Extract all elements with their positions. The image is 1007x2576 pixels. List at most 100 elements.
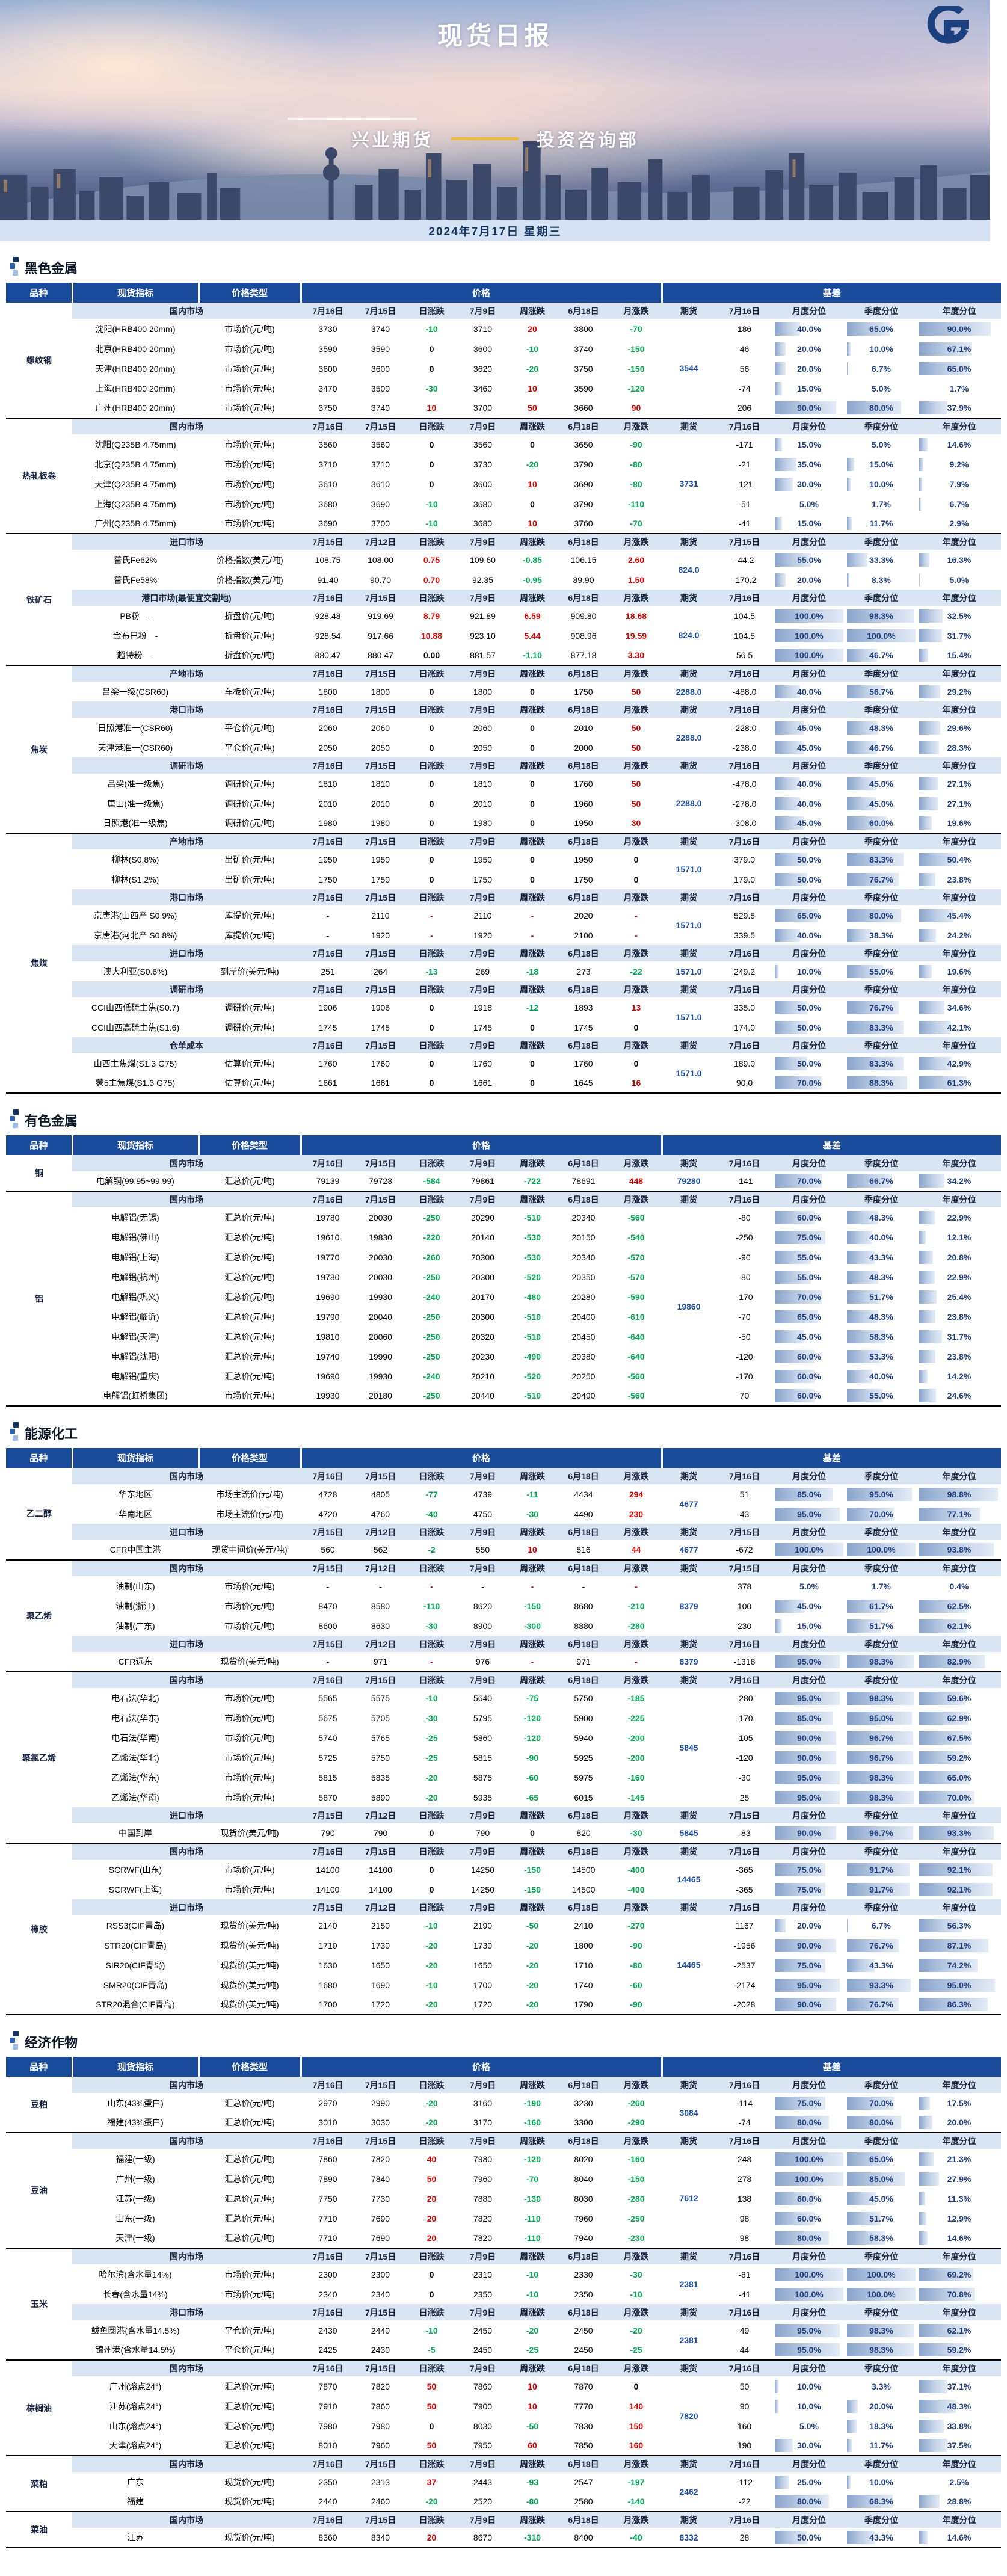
price-type-cell: 调研价(元/吨) — [224, 1002, 275, 1012]
variety-cell: 热轧板卷 — [6, 418, 72, 534]
monthly-percentile-header: 月度分位 — [773, 2455, 846, 2472]
percentile-value: 45.0% — [869, 798, 893, 809]
price-value-cell: 19770 — [316, 1252, 340, 1262]
price-col-header-6: 月涨跌 — [611, 1807, 662, 1823]
percentile-bar — [847, 401, 902, 414]
percentile-value: 50.0% — [797, 2533, 821, 2542]
indicator-cell: 电解铝(沈阳) — [111, 1351, 159, 1361]
percentile-bar — [775, 1020, 808, 1034]
price-value-cell: 4720 — [318, 1509, 337, 1519]
percentile-bar — [775, 964, 779, 978]
percentile-value: 65.0% — [797, 1311, 821, 1322]
price-value-cell: 20150 — [571, 1232, 596, 1242]
basis-value-cell: -170 — [736, 1371, 753, 1381]
percentile-value: 5.0% — [872, 439, 891, 449]
price-col-header-3: 7月9日 — [457, 1524, 508, 1540]
market-subheader-row: 港口市场 7月16日 7月15日 日涨跌 7月9日 周涨跌 6月18日 月涨跌 期货 7月16日月… — [6, 701, 1002, 718]
change-value-cell: 0 — [429, 686, 434, 697]
price-col-header-1: 7月15日 — [355, 945, 406, 961]
percentile-value: 98.3% — [869, 1657, 893, 1666]
variety-cell: 橡胶 — [6, 1843, 72, 2015]
percentile-value: 90.0% — [797, 2000, 821, 2009]
price-value-cell: 1750 — [574, 874, 593, 884]
change-value-cell: -90 — [526, 1752, 539, 1763]
price-value-cell: 20380 — [571, 1351, 596, 1361]
indicator-cell: 电石法(华东) — [111, 1713, 159, 1723]
monthly-percentile-cell: 70.0% — [773, 1171, 845, 1191]
percentile-value: 0.4% — [949, 1581, 969, 1591]
change-value-cell: 0 — [429, 2289, 434, 2299]
quarterly-percentile-cell: 51.7% — [845, 1616, 917, 1636]
percentile-value: 85.0% — [797, 1713, 821, 1723]
quarterly-percentile-cell: 43.3% — [845, 1247, 917, 1267]
basis-value-cell: -21 — [738, 459, 751, 469]
basis-value-cell: 138 — [737, 2193, 752, 2204]
basis-value-cell: -280 — [736, 1693, 753, 1703]
change-value-cell: -20 — [425, 2098, 438, 2108]
percentile-bar — [847, 1998, 899, 2011]
data-row: 天津(Q235B 4.75mm) 市场价(元/吨) 3610 3610 0 3600 10 3… — [6, 474, 1002, 494]
percentile-bar — [775, 2267, 844, 2281]
price-col-header-6: 月涨跌 — [611, 945, 662, 961]
yearly-percentile-header: 年度分位 — [917, 1843, 1002, 1860]
change-value-cell: 13 — [631, 1002, 641, 1012]
price-col-header-4: 周涨跌 — [508, 1899, 556, 1915]
yearly-percentile-cell: 24.2% — [917, 925, 1001, 945]
data-row: 广州(一级) 汇总价(元/吨) 7890 7840 50 7960 -70 8040 -150 2… — [6, 2169, 1002, 2189]
market-subheader-row: 玉米 国内市场 7月16日 7月15日 日涨跌 7月9日 周涨跌 6月18日 月涨跌 期货 7月16… — [6, 2248, 1002, 2360]
basis-value-cell: 98 — [739, 2213, 750, 2223]
yearly-percentile-cell: 27.9% — [917, 2169, 1001, 2189]
quarterly-percentile-header: 季度分位 — [845, 1524, 918, 1540]
price-value-cell: 7900 — [473, 2401, 493, 2411]
data-row: 长春(含水量14%) 市场价(元/吨) 2340 2340 0 2350 -10 2350 -1… — [6, 2284, 1002, 2304]
commodity-table: 品种 现货指标 价格类型 价格 基差 螺纹钢 国内市场 7月16日 7月15日 日涨跌 7月9日 周涨… — [6, 283, 1002, 1094]
monthly-percentile-cell: 95.0% — [773, 1767, 845, 1787]
price-col-header-5: 6月18日 — [556, 2455, 611, 2472]
percentile-bar — [919, 1655, 985, 1668]
quarterly-percentile-header: 季度分位 — [845, 665, 918, 682]
price-col-header-3: 7月9日 — [457, 833, 508, 849]
percentile-bar — [775, 342, 786, 356]
percentile-value: 31.7% — [947, 630, 972, 641]
monthly-percentile-cell: 45.0% — [773, 1327, 845, 1346]
price-col-header-1: 7月15日 — [355, 2077, 406, 2093]
quarterly-percentile-cell: 15.0% — [845, 454, 917, 474]
percentile-value: 58.3% — [869, 2233, 893, 2243]
market-label: 国内市场 — [72, 1671, 301, 1688]
basis-value-cell: 249.2 — [733, 966, 756, 976]
monthly-percentile-cell: 70.0% — [773, 1073, 845, 1093]
indicator-cell: 广州(HRB400 20mm) — [95, 403, 176, 413]
percentile-value: 15.4% — [947, 650, 972, 660]
percentile-bar — [919, 1619, 968, 1633]
indicator-cell: 中国到岸 — [119, 1828, 152, 1838]
change-value-cell: 20 — [427, 2533, 437, 2542]
price-type-cell: 平仓价(元/吨) — [224, 2325, 275, 2335]
price-col-header-6: 月涨跌 — [611, 2132, 662, 2149]
price-type-header: 价格类型 — [199, 1135, 302, 1155]
monthly-percentile-cell: 40.0% — [773, 319, 845, 339]
percentile-bar — [775, 1826, 837, 1840]
price-type-cell: 到岸价(美元/吨) — [220, 966, 279, 976]
quarterly-percentile-header: 季度分位 — [845, 418, 918, 434]
percentile-bar — [919, 1270, 935, 1284]
price-col-header-5: 6月18日 — [556, 2511, 611, 2528]
price-value-cell: 2350 — [473, 2289, 493, 2299]
change-value-cell: -20 — [630, 2325, 642, 2335]
percentile-value: 20.0% — [797, 363, 821, 374]
price-value-cell: 20290 — [471, 1212, 494, 1222]
data-row: 柳林(S1.2%) 出矿价(元/吨) 1750 1750 0 1750 0 1750 0 179.… — [6, 869, 1002, 889]
yearly-percentile-cell: 82.9% — [917, 1652, 1001, 1672]
futures-col-header: 期货 — [662, 1468, 716, 1484]
price-value-cell: 2110 — [371, 910, 390, 920]
price-value-cell: 19780 — [316, 1272, 340, 1282]
price-value-cell: 19790 — [316, 1311, 340, 1322]
price-col-header-0: 7月16日 — [301, 701, 355, 718]
percentile-value: 21.3% — [947, 2154, 972, 2164]
yearly-percentile-header: 年度分位 — [917, 1899, 1002, 1915]
percentile-bar — [775, 322, 801, 336]
indicator-cell: RSS3(CIF青岛) — [106, 1920, 165, 1930]
percentile-value: 46.7% — [869, 742, 893, 753]
indicator-cell: 长春(含水量14%) — [103, 2289, 168, 2299]
price-col-header-2: 日涨跌 — [406, 303, 457, 319]
change-value-cell: -20 — [425, 1792, 438, 1802]
